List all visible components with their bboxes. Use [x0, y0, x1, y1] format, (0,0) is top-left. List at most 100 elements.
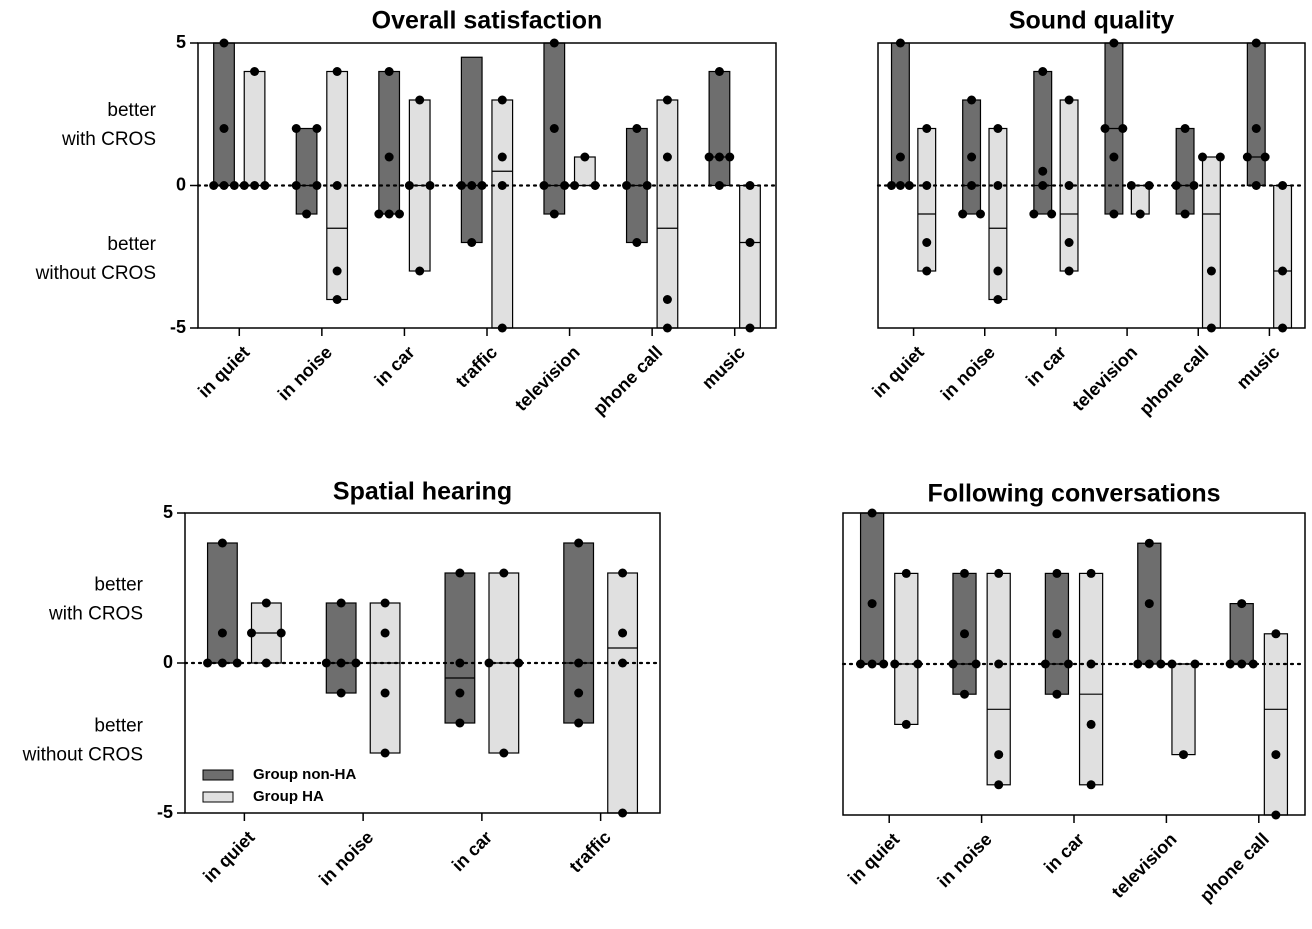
data-point — [662, 95, 672, 105]
data-point — [1178, 750, 1188, 760]
data-point — [960, 629, 970, 639]
axis-annotation: without CROS — [22, 745, 143, 766]
data-point — [580, 152, 590, 162]
data-point — [1260, 152, 1270, 162]
axis-annotation: without CROS — [35, 263, 156, 284]
data-point — [497, 152, 507, 162]
data-point — [993, 295, 1003, 304]
x-tick-label: in quiet — [868, 342, 927, 401]
data-point — [1052, 629, 1062, 639]
range-bar — [1273, 184, 1293, 329]
x-tick-label: phone call — [1135, 342, 1212, 419]
data-point — [993, 124, 1003, 133]
data-point — [1215, 152, 1225, 162]
data-point — [332, 266, 342, 276]
data-point — [291, 124, 301, 133]
x-tick-label: in car — [1040, 829, 1088, 877]
data-point — [1052, 568, 1062, 578]
x-tick-label: in noise — [315, 827, 377, 889]
data-point — [867, 599, 877, 609]
data-point — [384, 209, 394, 219]
data-point — [467, 238, 477, 247]
data-point — [1086, 719, 1096, 729]
range-bar — [1078, 572, 1104, 786]
range-bar — [369, 602, 401, 754]
data-point — [219, 124, 229, 133]
data-point — [1171, 181, 1181, 190]
x-tick-label: music — [698, 342, 749, 393]
data-point — [922, 238, 932, 247]
range-bar — [917, 127, 937, 272]
range-bar — [1171, 663, 1196, 756]
legend-label: Group HA — [253, 788, 324, 805]
data-point — [232, 658, 242, 668]
data-point — [1278, 181, 1288, 190]
data-point — [913, 659, 923, 669]
data-point — [217, 538, 227, 548]
data-point — [745, 238, 755, 247]
data-point — [856, 659, 866, 669]
data-point — [336, 598, 346, 608]
x-tick-label: in car — [371, 342, 419, 390]
range-bar — [491, 99, 514, 329]
data-point — [714, 181, 724, 190]
data-point — [632, 238, 642, 247]
data-point — [380, 628, 390, 638]
y-tick-label: 5 — [176, 32, 186, 52]
data-point — [993, 266, 1003, 276]
plot-frame — [877, 42, 1306, 329]
data-point — [1109, 152, 1119, 162]
data-point — [1038, 181, 1048, 190]
data-point — [895, 152, 905, 162]
data-point — [1180, 209, 1190, 219]
data-point — [960, 568, 970, 578]
data-point — [332, 295, 342, 304]
x-tick-label: in car — [448, 827, 496, 875]
data-point — [662, 152, 672, 162]
x-tick-label: traffic — [452, 342, 502, 392]
data-point — [415, 266, 425, 276]
data-point — [922, 266, 932, 276]
range-bar — [1033, 70, 1053, 215]
data-point — [922, 124, 932, 133]
data-point — [958, 209, 968, 219]
data-point — [384, 152, 394, 162]
data-point — [662, 295, 672, 304]
data-point — [1248, 659, 1258, 669]
data-point — [574, 718, 584, 728]
x-tick-label: in quiet — [199, 827, 258, 886]
range-bar — [325, 602, 357, 694]
range-bar — [444, 572, 476, 724]
range-bar — [378, 70, 401, 215]
data-point — [904, 181, 914, 190]
range-bar — [656, 99, 679, 329]
data-point — [1144, 659, 1154, 669]
panel-title: Spatial hearing — [333, 478, 512, 506]
range-bar — [894, 572, 919, 726]
data-point — [632, 124, 642, 133]
data-point — [477, 181, 487, 190]
data-point — [994, 780, 1004, 790]
data-point — [1052, 689, 1062, 699]
data-point — [549, 124, 559, 133]
x-tick-label: phone call — [1196, 829, 1273, 906]
range-bar — [213, 42, 235, 187]
data-point — [332, 67, 342, 76]
x-tick-label: music — [1233, 342, 1284, 393]
axis-annotation: with CROS — [48, 604, 143, 625]
x-tick-label: television — [511, 342, 584, 415]
data-point — [994, 568, 1004, 578]
data-point — [901, 719, 911, 729]
x-tick-label: television — [1068, 342, 1141, 415]
data-point — [217, 628, 227, 638]
data-point — [1100, 124, 1110, 133]
data-point — [879, 659, 889, 669]
data-point — [380, 598, 390, 608]
data-point — [1086, 568, 1096, 578]
axis-annotation: better — [94, 716, 143, 737]
data-point — [714, 152, 724, 162]
data-point — [549, 209, 559, 219]
data-point — [276, 628, 286, 638]
data-point — [312, 124, 322, 133]
data-point — [1118, 124, 1128, 133]
